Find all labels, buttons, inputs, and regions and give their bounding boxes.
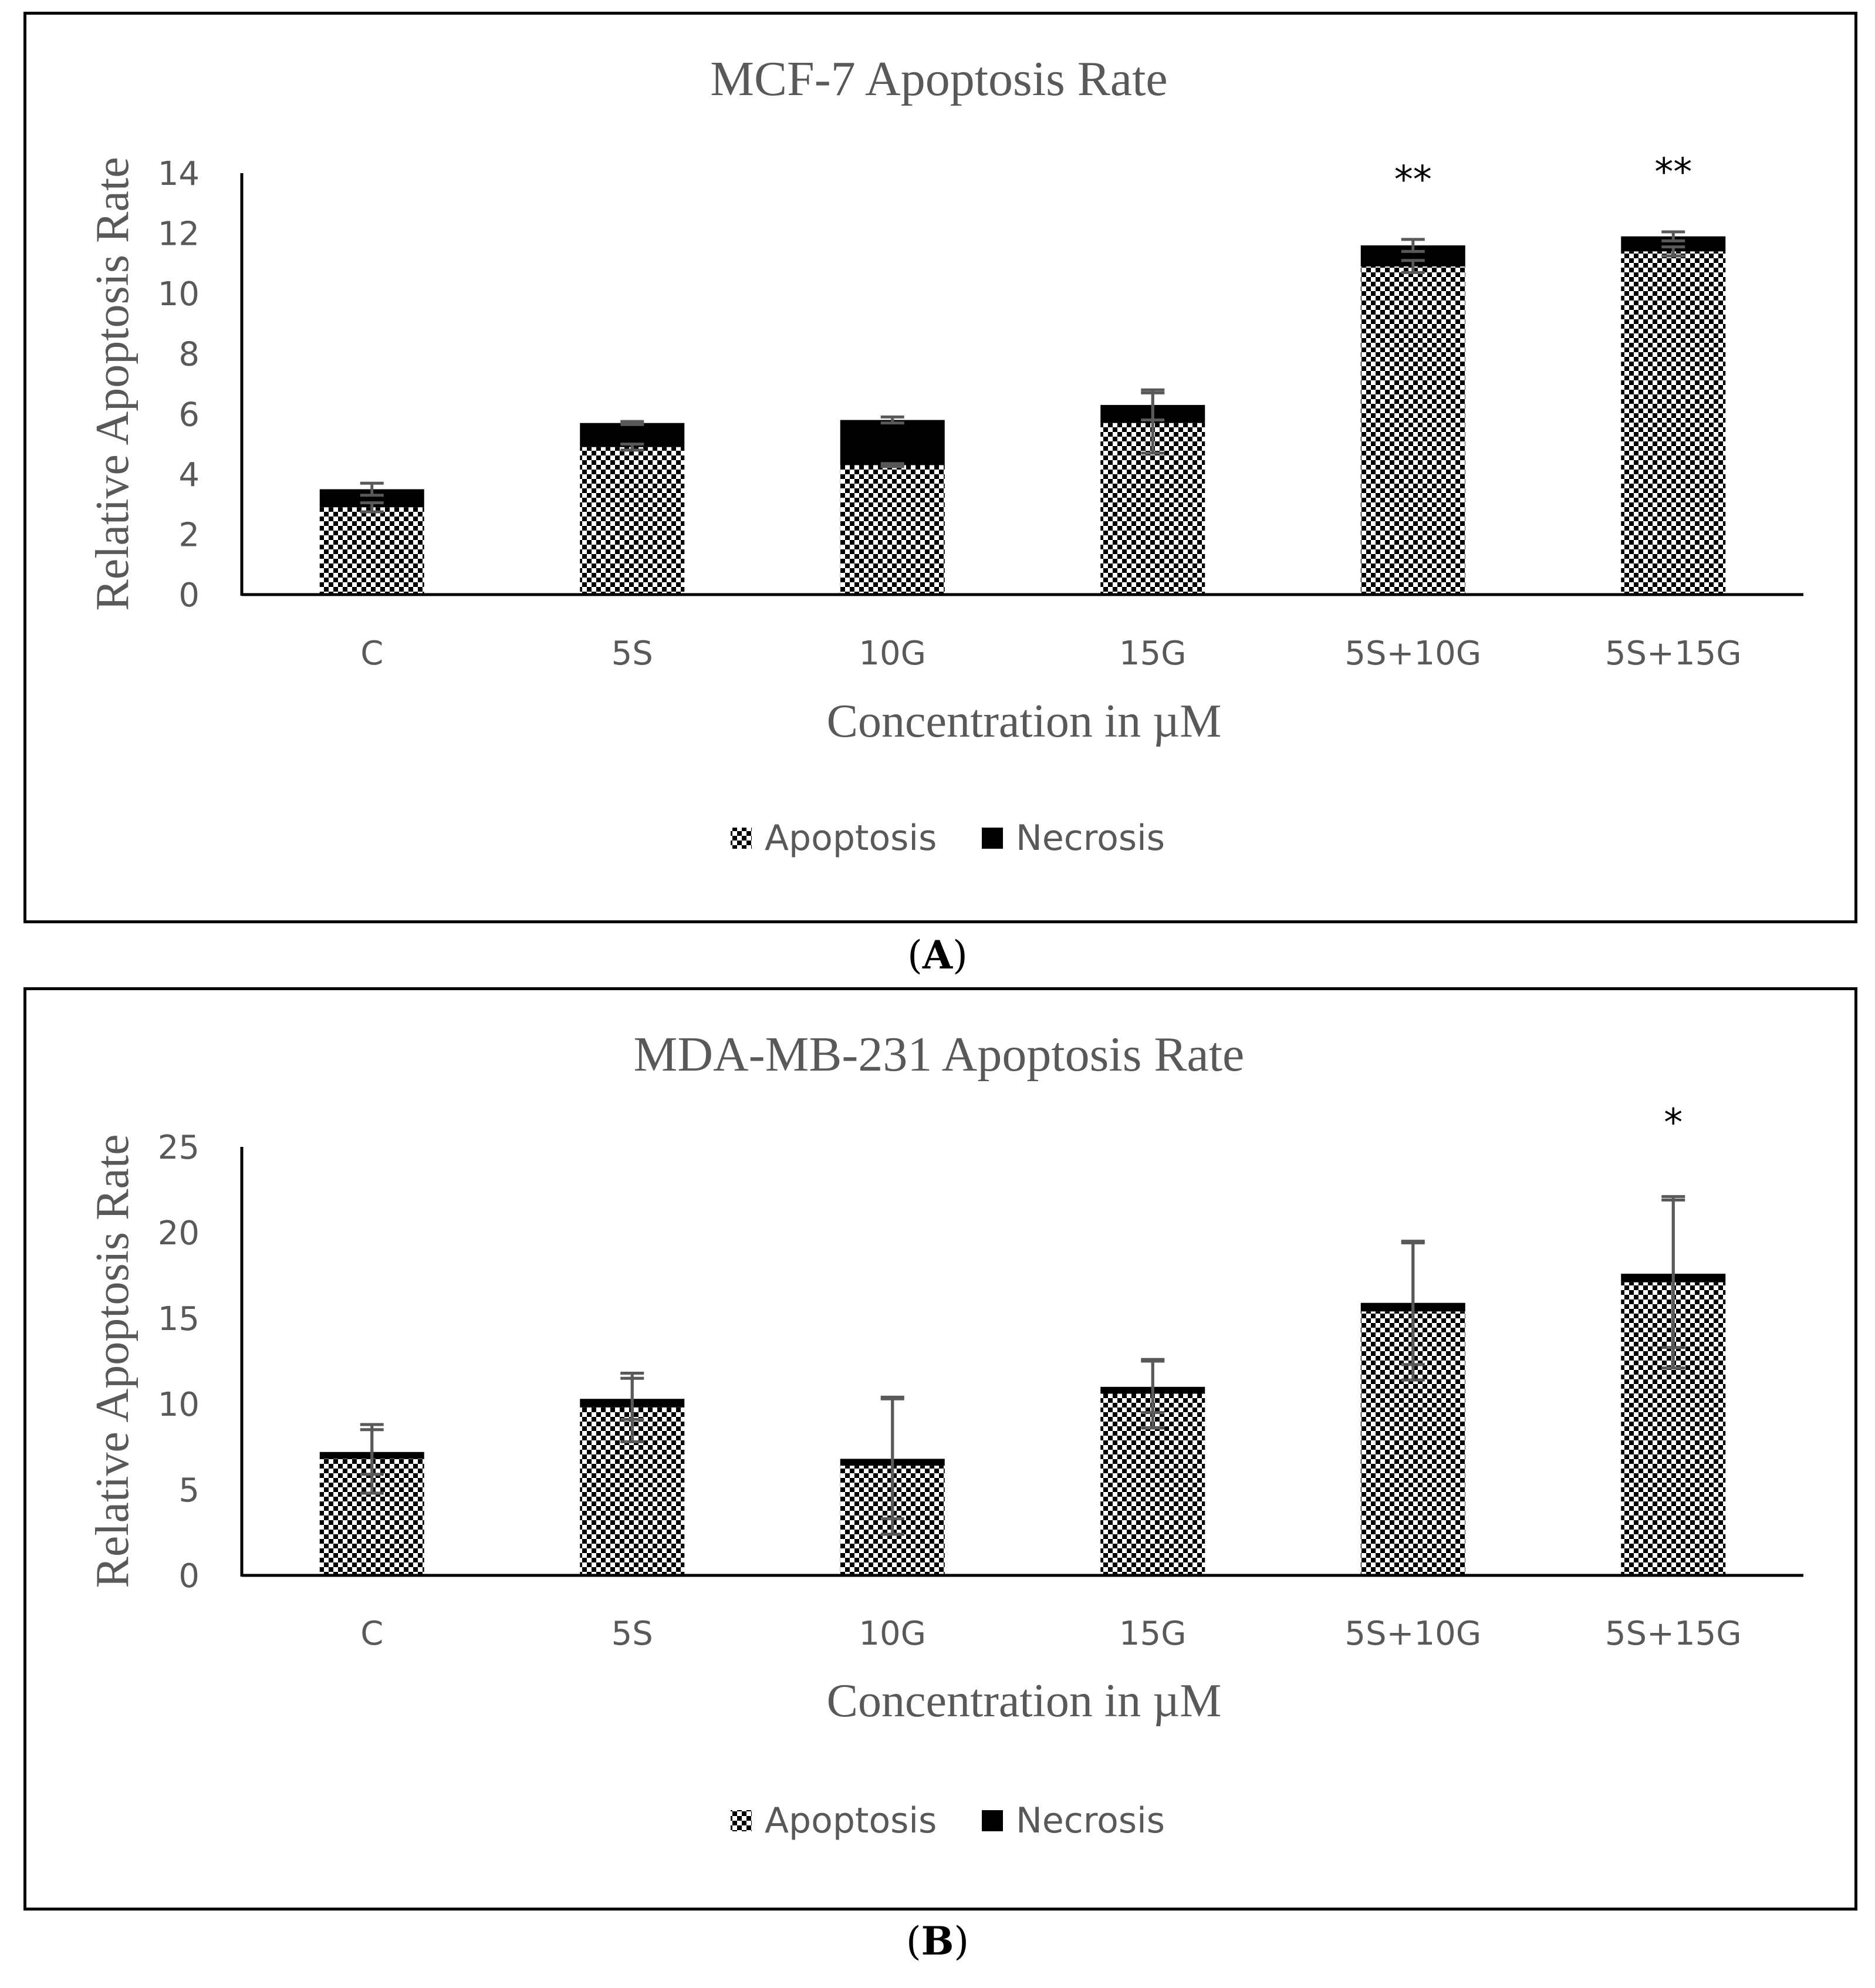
legend-swatch-apoptosis [731, 1810, 752, 1831]
panel-b-frame [23, 987, 1857, 1911]
significance-marker: * [1664, 1102, 1683, 1145]
chart-a: MCF-7 Apoptosis Rate 0 2 4 6 8 10 12 14 Relative … [87, 52, 1803, 859]
x-tick-label: 10G [859, 634, 926, 673]
y-tick-label: 20 [158, 1214, 200, 1253]
significance-marker: ** [1394, 158, 1432, 202]
legend-label-necrosis: Necrosis [1016, 1800, 1165, 1841]
x-axis-title: Concentration in µM [827, 1675, 1222, 1727]
x-axis-title: Concentration in µM [827, 696, 1222, 747]
x-tick-label: 5S+10G [1344, 1615, 1481, 1653]
chart-title: MDA-MB-231 Apoptosis Rate [634, 1027, 1245, 1082]
chart-title: MCF-7 Apoptosis Rate [710, 52, 1167, 106]
x-tick-label: C [360, 1615, 383, 1653]
x-tick-label: 15G [1119, 1615, 1187, 1653]
legend-label-apoptosis: Apoptosis [765, 1800, 937, 1841]
legend-label-apoptosis: Apoptosis [765, 818, 937, 859]
y-tick-label: 14 [158, 155, 200, 193]
panel-label-a: (A) [907, 932, 968, 978]
x-tick-label: 5S [612, 1615, 653, 1653]
chart-b: MDA-MB-231 Apoptosis Rate 0 5 10 15 20 25 Relat… [87, 1027, 1803, 1841]
legend-label-necrosis: Necrosis [1016, 818, 1165, 859]
panel-label-b: (B) [906, 1918, 969, 1964]
x-tick-label: 5S+10G [1344, 634, 1481, 673]
y-tick-label: 5 [178, 1471, 200, 1510]
y-tick-label: 0 [178, 1557, 200, 1595]
y-tick-label: 6 [178, 396, 200, 434]
bar-necrosis [840, 420, 945, 465]
x-tick-label: 5S+15G [1605, 634, 1742, 673]
y-tick-label: 15 [158, 1300, 200, 1338]
bar-apoptosis [580, 447, 685, 595]
bar-apoptosis [840, 465, 945, 595]
x-tick-label: 10G [859, 1615, 926, 1653]
y-axis-title: Relative Apoptosis Rate [87, 157, 138, 610]
y-tick-label: 8 [178, 336, 200, 374]
legend-swatch-necrosis [982, 1810, 1003, 1831]
significance-marker: ** [1654, 151, 1692, 194]
legend-swatch-necrosis [982, 828, 1003, 849]
bar-apoptosis [319, 507, 424, 595]
legend-swatch-apoptosis [731, 828, 752, 849]
y-tick-label: 2 [178, 516, 200, 554]
bar-apoptosis [1360, 266, 1465, 595]
x-tick-label: 5S+15G [1605, 1615, 1742, 1653]
y-tick-label: 12 [158, 215, 200, 254]
x-tick-label: 5S [612, 634, 653, 673]
y-tick-label: 0 [178, 576, 200, 615]
x-tick-label: C [360, 634, 383, 673]
bar-apoptosis [1621, 251, 1726, 595]
y-tick-label: 10 [158, 1386, 200, 1424]
y-tick-label: 4 [178, 456, 200, 494]
y-tick-label: 25 [158, 1129, 200, 1167]
x-tick-label: 15G [1119, 634, 1187, 673]
y-tick-label: 10 [158, 275, 200, 313]
y-axis-title: Relative Apoptosis Rate [87, 1134, 138, 1588]
